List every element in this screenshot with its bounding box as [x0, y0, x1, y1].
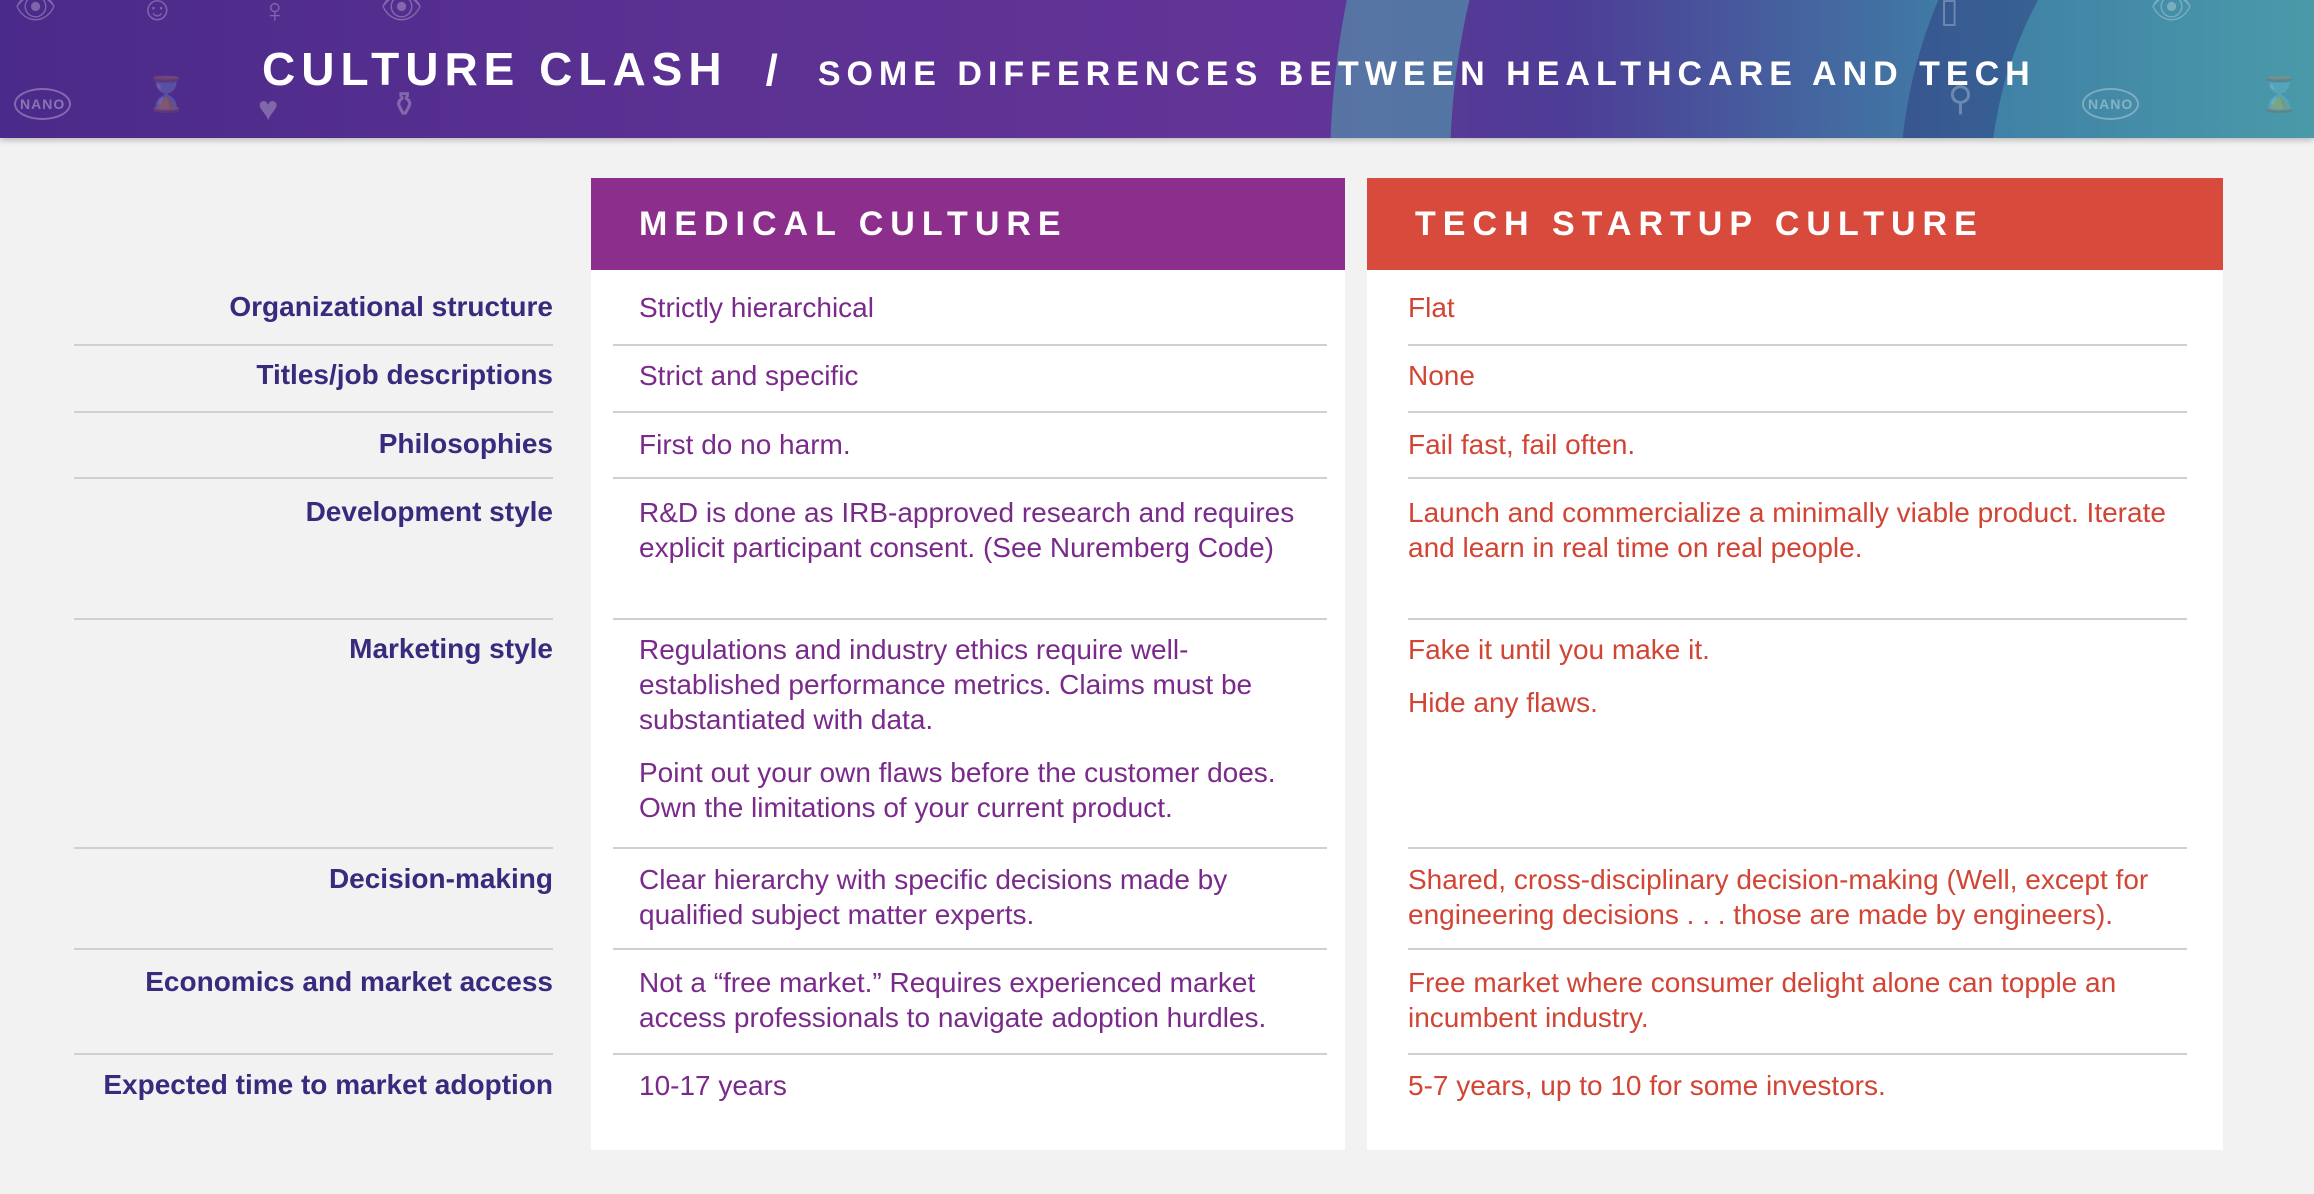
medical-cell-text: Strictly hierarchical — [639, 292, 874, 323]
tech-cell: Free market where consumer delight alone… — [1408, 965, 2208, 1035]
row-divider — [74, 948, 553, 950]
eye-icon: 👁 — [380, 0, 424, 26]
row-label: Decision-making — [328, 863, 553, 894]
medical-column-title: MEDICAL CULTURE — [639, 204, 1068, 243]
tech-column-panel: TECH STARTUP CULTURE — [1367, 178, 2223, 1150]
row-divider — [74, 618, 553, 620]
tech-cell: Shared, cross-disciplinary decision-maki… — [1408, 862, 2208, 932]
eye-icon: 👁 — [2150, 0, 2194, 26]
medical-cell-text: Point out your own flaws before the cust… — [639, 757, 1276, 823]
row-divider — [613, 948, 1327, 950]
row-divider — [74, 847, 553, 849]
medical-column-panel: MEDICAL CULTURE — [591, 178, 1345, 1150]
nano-icon: NANO — [14, 88, 72, 120]
medical-cell: R&D is done as IRB-approved research and… — [639, 495, 1329, 565]
row-divider — [613, 477, 1327, 479]
title-main: CULTURE CLASH — [262, 43, 728, 95]
row-label: Philosophies — [378, 428, 553, 459]
heart-icon: ♥ — [258, 90, 279, 128]
page-title: CULTURE CLASH / SOME DIFFERENCES BETWEEN… — [262, 42, 2036, 96]
row-label: Titles/job descriptions — [256, 359, 553, 390]
row-divider — [74, 477, 553, 479]
phone-icon: ▯ — [1940, 0, 1959, 30]
tech-cell: Flat — [1408, 290, 2208, 325]
tech-cell-text: Flat — [1408, 292, 1455, 323]
person-icon: ☺ — [140, 0, 175, 28]
medical-cell-text: Strict and specific — [639, 360, 859, 391]
row-divider — [1408, 1053, 2187, 1055]
medical-cell: Strictly hierarchical — [639, 290, 1329, 325]
title-subtitle: SOME DIFFERENCES BETWEEN HEALTHCARE AND … — [817, 55, 2036, 93]
row-label: Economics and market access — [145, 966, 553, 997]
row-divider — [1408, 477, 2187, 479]
tech-column-title: TECH STARTUP CULTURE — [1415, 204, 1984, 243]
row-label: Organizational structure — [229, 291, 553, 322]
nano-icon: NANO — [2082, 88, 2140, 120]
medical-cell-text: First do no harm. — [639, 429, 851, 460]
medical-cell-text: 10-17 years — [639, 1070, 787, 1101]
row-divider — [613, 411, 1327, 413]
row-label: Expected time to market adoption — [103, 1069, 553, 1100]
tech-cell-text: Free market where consumer delight alone… — [1408, 967, 2117, 1033]
row-divider — [1408, 344, 2187, 346]
bottle-icon: ⚱ — [390, 86, 419, 124]
row-divider — [613, 847, 1327, 849]
medical-cell-text: Clear hierarchy with specific decisions … — [639, 864, 1228, 930]
tech-cell-text: Fail fast, fail often. — [1408, 429, 1636, 460]
tech-column-header: TECH STARTUP CULTURE — [1367, 178, 2223, 270]
medical-cell: First do no harm. — [639, 427, 1329, 462]
row-divider — [1408, 847, 2187, 849]
row-divider — [613, 1053, 1327, 1055]
tech-cell: 5-7 years, up to 10 for some investors. — [1408, 1068, 2208, 1103]
medical-cell-text: Regulations and industry ethics require … — [639, 634, 1253, 735]
medical-cell: Strict and specific — [639, 358, 1329, 393]
medical-cell-text: R&D is done as IRB-approved research and… — [639, 497, 1295, 563]
eye-icon: 👁 — [14, 0, 58, 26]
tech-cell-text: Shared, cross-disciplinary decision-maki… — [1408, 864, 2149, 930]
row-divider — [74, 411, 553, 413]
row-divider — [613, 344, 1327, 346]
tech-cell: Launch and commercialize a minimally via… — [1408, 495, 2208, 565]
microscope-icon: ⚲ — [1948, 80, 1973, 118]
hourglass-icon: ⌛ — [145, 76, 188, 114]
medical-cell-text: Not a “free market.” Requires experience… — [639, 967, 1267, 1033]
medical-cell: Not a “free market.” Requires experience… — [639, 965, 1329, 1035]
banner-arc-decoration — [1330, 0, 2314, 138]
row-divider — [1408, 411, 2187, 413]
title-separator: / — [765, 46, 778, 95]
row-divider — [613, 618, 1327, 620]
medical-cell: Clear hierarchy with specific decisions … — [639, 862, 1329, 932]
medical-cell: Regulations and industry ethics require … — [639, 632, 1329, 825]
row-divider — [74, 1053, 553, 1055]
hourglass-icon: ⌛ — [2258, 76, 2301, 114]
row-divider — [1408, 948, 2187, 950]
tech-cell-text: Launch and commercialize a minimally via… — [1408, 497, 2166, 563]
tech-cell: Fail fast, fail often. — [1408, 427, 2208, 462]
medical-column-header: MEDICAL CULTURE — [591, 178, 1345, 270]
tech-cell-text: 5-7 years, up to 10 for some investors. — [1408, 1070, 1886, 1101]
row-label: Marketing style — [349, 633, 553, 664]
row-divider — [74, 344, 553, 346]
row-label: Development style — [305, 496, 553, 527]
row-divider — [1408, 618, 2187, 620]
tech-cell: None — [1408, 358, 2208, 393]
tech-cell-text: None — [1408, 360, 1475, 391]
header-banner: 👁 ☺ ♀ 👁 ⌛ ♥ ⚱ NANO ▯ 👁 ⌛ ⚲ NANO CULTURE … — [0, 0, 2314, 138]
tech-cell-text: Hide any flaws. — [1408, 687, 1598, 718]
tech-cell-text: Fake it until you make it. — [1408, 634, 1710, 665]
female-symbol-icon: ♀ — [262, 0, 288, 30]
tech-cell: Fake it until you make it. Hide any flaws… — [1408, 632, 2208, 720]
medical-cell: 10-17 years — [639, 1068, 1329, 1103]
